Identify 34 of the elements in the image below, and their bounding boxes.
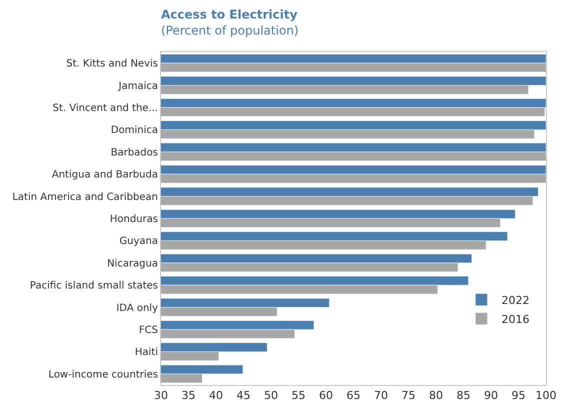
x-tick-label: 80 — [429, 389, 443, 402]
x-tick-label: 70 — [374, 389, 388, 402]
x-tick-label: 45 — [236, 389, 250, 402]
x-tick-label: 50 — [264, 389, 278, 402]
legend-label: 2022 — [501, 294, 530, 307]
x-tick-label: 35 — [182, 389, 196, 402]
y-tick-label: FCS — [138, 325, 158, 336]
x-tick-label: 40 — [209, 389, 223, 402]
x-tick-label: 95 — [512, 389, 526, 402]
y-tick-label: Low-income countries — [48, 369, 158, 380]
y-tick-label: St. Kitts and Nevis — [66, 58, 158, 70]
x-tick-label: 65 — [346, 389, 360, 402]
x-tick-label: 60 — [319, 389, 333, 402]
y-tick-label: Antigua and Barbuda — [52, 170, 158, 181]
y-tick-label: St. Vincent and the... — [52, 103, 158, 114]
x-tick-label: 100 — [536, 389, 556, 402]
x-tick-label: 55 — [292, 389, 306, 402]
y-tick-label: Honduras — [110, 214, 158, 225]
y-tick-label: Dominica — [110, 125, 158, 136]
y-tick-label: Haiti — [134, 347, 158, 358]
y-tick-label: Barbados — [110, 147, 158, 158]
x-tick-label: 75 — [402, 389, 416, 402]
y-tick-label: Pacific island small states — [30, 280, 158, 292]
y-tick-label: IDA only — [116, 302, 158, 314]
legend-label: 2016 — [501, 312, 530, 326]
y-tick-label: Nicaragua — [107, 258, 158, 270]
chart-title: Access to Electricity — [161, 8, 298, 22]
y-tick-label: Guyana — [119, 236, 158, 248]
x-tick-label: 90 — [484, 389, 498, 402]
x-tick-label: 85 — [456, 389, 470, 402]
chart-subtitle: (Percent of population) — [161, 23, 299, 38]
x-tick-label: 30 — [154, 389, 168, 402]
y-tick-label: Jamaica — [118, 80, 158, 92]
y-tick-label: Latin America and Caribbean — [12, 192, 158, 203]
